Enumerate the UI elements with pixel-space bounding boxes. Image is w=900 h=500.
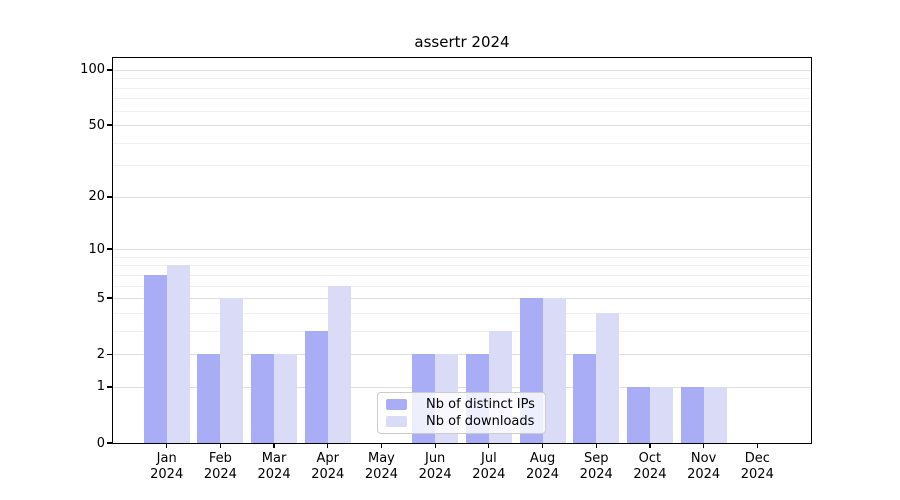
x-tick	[166, 443, 168, 448]
bar-nb-of-downloads-jan	[166, 265, 190, 443]
y-tick	[106, 442, 112, 444]
x-tick	[541, 443, 544, 448]
x-tick	[273, 443, 275, 448]
x-tick	[649, 443, 651, 448]
gridline-minor	[113, 110, 811, 112]
gridline-minor	[113, 274, 811, 276]
gridline-minor	[113, 312, 811, 314]
bar-nb-of-distinct-ips-sep	[573, 354, 597, 443]
x-tick-label: Aug 2024	[525, 451, 560, 482]
gridline-minor	[113, 87, 811, 89]
bar-nb-of-distinct-ips-feb	[197, 354, 221, 443]
bar-nb-of-downloads-sep	[596, 312, 620, 443]
y-tick-label: 50	[88, 117, 105, 133]
gridline-minor	[113, 330, 811, 332]
gridline-major	[113, 125, 811, 127]
x-tick	[702, 443, 705, 448]
bar-nb-of-distinct-ips-apr	[304, 330, 328, 443]
y-tick-label: 100	[80, 62, 105, 78]
x-tick-label: May 2024	[364, 451, 398, 482]
bar-nb-of-downloads-apr	[327, 285, 351, 443]
y-tick	[106, 69, 112, 71]
y-tick	[106, 248, 112, 250]
gridline-minor	[113, 78, 811, 80]
x-tick-label: Jan 2024	[150, 451, 184, 482]
x-tick-label: Nov 2024	[687, 451, 721, 482]
legend-item-distinct-ips: Nb of distinct IPs	[386, 397, 537, 412]
x-tick	[434, 443, 436, 448]
legend-swatch-downloads	[386, 416, 407, 427]
legend-label-distinct-ips: Nb of distinct IPs	[426, 397, 535, 412]
y-tick-label: 2	[96, 346, 105, 362]
x-tick-label: Apr 2024	[311, 451, 345, 482]
x-tick	[327, 443, 329, 448]
gridline-minor	[113, 142, 811, 144]
legend-swatch-distinct-ips	[386, 399, 407, 410]
x-tick	[380, 443, 383, 448]
x-tick	[756, 443, 758, 448]
y-tick-label: 1	[96, 379, 105, 395]
x-tick-label: Jul 2024	[472, 451, 506, 482]
y-tick-label: 10	[88, 241, 105, 257]
bar-nb-of-downloads-feb	[220, 298, 244, 443]
gridline-minor	[113, 98, 811, 100]
y-tick-label: 0	[96, 435, 105, 451]
gridline-major	[113, 354, 811, 356]
y-tick-label: 5	[96, 290, 105, 306]
bar-nb-of-distinct-ips-nov	[680, 386, 704, 443]
x-tick	[595, 443, 597, 448]
bar-nb-of-downloads-nov	[703, 386, 727, 443]
y-tick-label: 20	[88, 189, 105, 205]
gridline-major	[113, 386, 811, 388]
bar-nb-of-distinct-ips-oct	[626, 386, 650, 443]
legend: Nb of distinct IPs Nb of downloads	[377, 392, 546, 434]
gridline-major	[113, 69, 811, 71]
x-tick-label: Oct 2024	[633, 451, 667, 482]
y-tick	[106, 124, 112, 126]
gridline-major	[113, 249, 811, 251]
gridline-major	[113, 196, 811, 198]
legend-item-downloads: Nb of downloads	[386, 414, 537, 429]
bar-nb-of-distinct-ips-mar	[251, 354, 275, 443]
gridline-minor	[113, 285, 811, 287]
x-tick	[219, 443, 222, 448]
gridline-minor	[113, 265, 811, 267]
x-tick-label: Mar 2024	[257, 451, 291, 482]
chart-title: assertr 2024	[414, 33, 510, 51]
bar-nb-of-downloads-mar	[274, 354, 298, 443]
x-tick-label: Jun 2024	[418, 451, 452, 482]
y-tick	[106, 353, 112, 355]
plot-area	[113, 58, 811, 443]
y-tick	[106, 297, 112, 299]
bar-nb-of-distinct-ips-jan	[143, 274, 167, 443]
legend-label-downloads: Nb of downloads	[426, 414, 535, 429]
y-tick	[106, 196, 112, 198]
x-tick-label: Dec 2024	[740, 451, 774, 482]
gridline-minor	[113, 165, 811, 167]
bar-nb-of-downloads-aug	[542, 298, 566, 443]
y-tick	[106, 386, 112, 388]
bar-nb-of-downloads-oct	[649, 386, 673, 443]
gridline-major	[113, 298, 811, 300]
x-tick	[488, 443, 490, 448]
x-tick-label: Feb 2024	[203, 451, 237, 482]
x-tick-label: Sep 2024	[579, 451, 613, 482]
gridline-minor	[113, 256, 811, 258]
